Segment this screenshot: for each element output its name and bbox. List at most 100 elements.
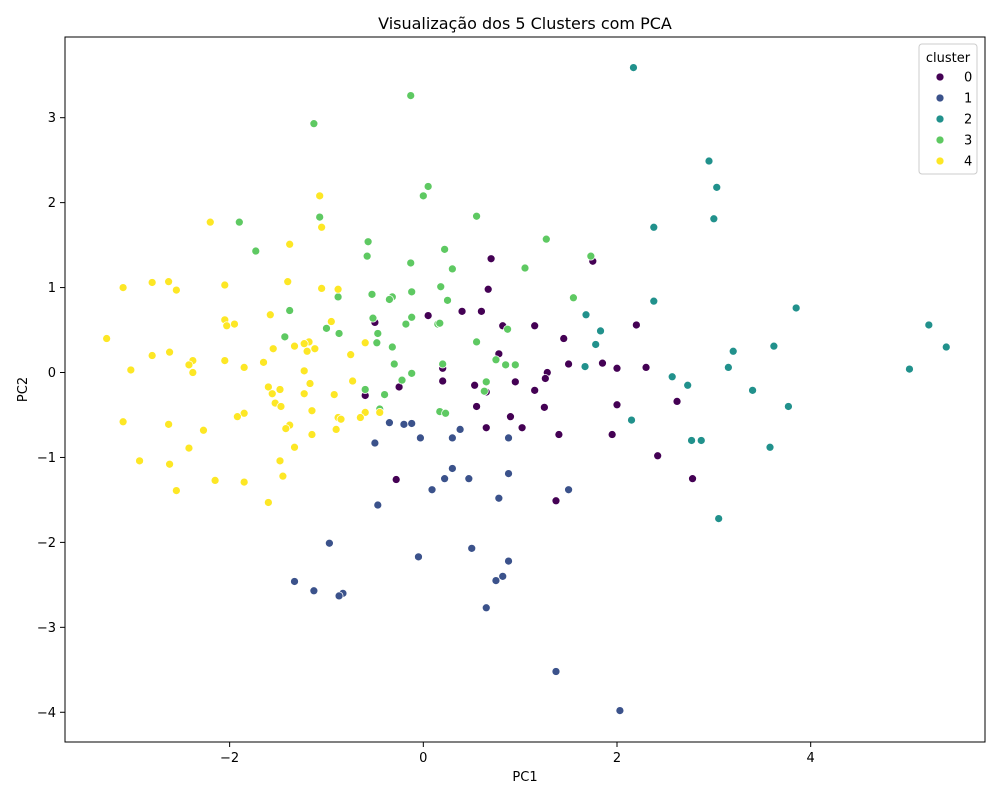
data-point-cluster-2 (784, 402, 793, 411)
data-point-cluster-2 (667, 372, 677, 382)
data-point-cluster-0 (438, 376, 448, 386)
data-point-cluster-0 (539, 402, 549, 412)
data-point-cluster-3 (406, 258, 416, 268)
data-point-cluster-4 (302, 346, 312, 356)
data-point-cluster-3 (443, 295, 452, 305)
y-tick-label: 2 (48, 196, 56, 211)
data-point-cluster-1 (564, 485, 573, 495)
data-point-cluster-3 (436, 282, 446, 292)
data-point-cluster-4 (299, 389, 309, 399)
y-tick-label: 0 (48, 366, 56, 381)
data-point-cluster-1 (399, 419, 409, 429)
legend: cluster 0 1 2 3 4 (918, 43, 978, 175)
data-point-cluster-1 (290, 577, 299, 586)
data-point-cluster-3 (397, 375, 407, 385)
data-point-cluster-0 (631, 320, 641, 330)
data-point-cluster-2 (629, 63, 638, 72)
data-point-cluster-3 (418, 191, 428, 201)
data-point-cluster-3 (510, 360, 520, 370)
data-point-cluster-1 (427, 485, 437, 495)
data-point-cluster-4 (348, 376, 357, 386)
data-point-cluster-3 (372, 338, 382, 348)
data-point-cluster-3 (438, 359, 448, 369)
data-point-cluster-4 (336, 414, 346, 424)
data-point-cluster-4 (171, 486, 181, 495)
plot-area (64, 36, 986, 743)
data-point-cluster-1 (551, 667, 561, 676)
data-point-cluster-4 (102, 334, 112, 343)
data-point-cluster-2 (714, 514, 724, 523)
data-point-cluster-4 (184, 443, 194, 453)
y-tick-label: 3 (48, 111, 56, 126)
legend-marker (935, 135, 945, 145)
data-point-cluster-4 (281, 424, 291, 433)
data-point-cluster-2 (905, 364, 914, 374)
data-point-cluster-1 (481, 603, 491, 613)
y-axis-ticks: −4 −3 −2 −1 0 1 2 3 (37, 111, 65, 721)
data-point-cluster-4 (263, 498, 273, 507)
data-point-cluster-2 (728, 346, 738, 356)
data-point-cluster-4 (135, 456, 144, 466)
data-point-cluster-3 (479, 386, 489, 396)
data-point-cluster-4 (317, 284, 327, 293)
data-point-cluster-1 (416, 433, 425, 443)
data-point-cluster-2 (696, 436, 706, 445)
data-point-cluster-3 (387, 342, 397, 352)
data-point-cluster-2 (748, 385, 757, 395)
data-point-cluster-1 (334, 591, 344, 601)
data-point-cluster-0 (530, 321, 540, 331)
data-point-cluster-3 (503, 324, 512, 334)
data-point-cluster-3 (234, 217, 244, 227)
data-point-cluster-3 (501, 360, 511, 370)
data-point-cluster-3 (407, 287, 417, 297)
data-point-cluster-3 (363, 237, 373, 247)
data-point-cluster-0 (391, 475, 401, 484)
data-point-cluster-4 (346, 350, 356, 360)
data-point-cluster-1 (414, 552, 423, 562)
data-point-cluster-3 (285, 306, 295, 315)
x-tick-label: −2 (220, 751, 239, 766)
data-point-cluster-4 (205, 217, 215, 227)
data-point-cluster-3 (435, 318, 445, 328)
data-point-cluster-4 (233, 412, 242, 422)
data-point-cluster-4 (164, 277, 173, 287)
x-tick-label: 4 (807, 751, 815, 766)
y-tick-label: −4 (37, 706, 56, 721)
data-point-cluster-1 (370, 438, 380, 448)
data-point-cluster-0 (517, 423, 527, 433)
y-tick-label: −1 (37, 451, 56, 466)
data-point-cluster-4 (310, 344, 320, 354)
data-point-cluster-3 (333, 292, 343, 302)
data-point-cluster-4 (239, 363, 249, 372)
scatter-points (102, 63, 951, 715)
data-point-cluster-2 (581, 310, 591, 320)
data-point-cluster-4 (299, 366, 309, 376)
data-point-cluster-2 (627, 415, 636, 425)
data-point-cluster-0 (653, 451, 663, 461)
data-point-cluster-2 (687, 436, 696, 445)
data-point-cluster-2 (769, 341, 779, 351)
data-point-cluster-4 (263, 382, 273, 392)
data-point-cluster-3 (380, 390, 389, 399)
y-tick-label: −3 (37, 621, 56, 636)
data-point-cluster-3 (569, 293, 578, 303)
legend-label: 4 (964, 155, 972, 170)
data-point-cluster-3 (385, 295, 394, 304)
data-point-cluster-4 (317, 222, 327, 232)
data-point-cluster-4 (329, 390, 339, 399)
data-point-cluster-3 (472, 211, 481, 221)
data-point-cluster-0 (506, 412, 515, 422)
data-point-cluster-1 (407, 419, 417, 428)
legend-marker (935, 114, 945, 124)
data-point-cluster-3 (315, 212, 325, 222)
data-point-cluster-1 (464, 474, 474, 484)
data-point-cluster-4 (315, 191, 325, 201)
data-point-cluster-3 (447, 264, 457, 274)
data-point-cluster-3 (520, 263, 530, 273)
x-axis-ticks: −2 0 2 4 (220, 742, 815, 766)
x-tick-label: 2 (613, 751, 621, 766)
data-point-cluster-4 (307, 430, 317, 439)
data-point-cluster-1 (373, 500, 383, 510)
data-point-cluster-0 (559, 334, 569, 343)
